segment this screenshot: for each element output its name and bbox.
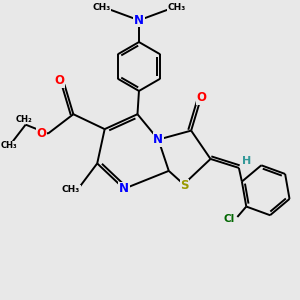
Text: S: S <box>180 179 189 192</box>
Text: N: N <box>134 14 144 27</box>
Text: N: N <box>153 133 163 146</box>
Text: O: O <box>196 91 207 104</box>
Text: CH₃: CH₃ <box>93 3 111 12</box>
Text: CH₂: CH₂ <box>16 115 32 124</box>
Text: Cl: Cl <box>224 214 235 224</box>
Text: N: N <box>119 182 129 195</box>
Text: O: O <box>36 127 46 140</box>
Text: CH₃: CH₃ <box>1 141 18 150</box>
Text: CH₃: CH₃ <box>62 185 80 194</box>
Text: O: O <box>54 74 64 87</box>
Text: CH₃: CH₃ <box>167 3 185 12</box>
Text: H: H <box>242 156 251 166</box>
